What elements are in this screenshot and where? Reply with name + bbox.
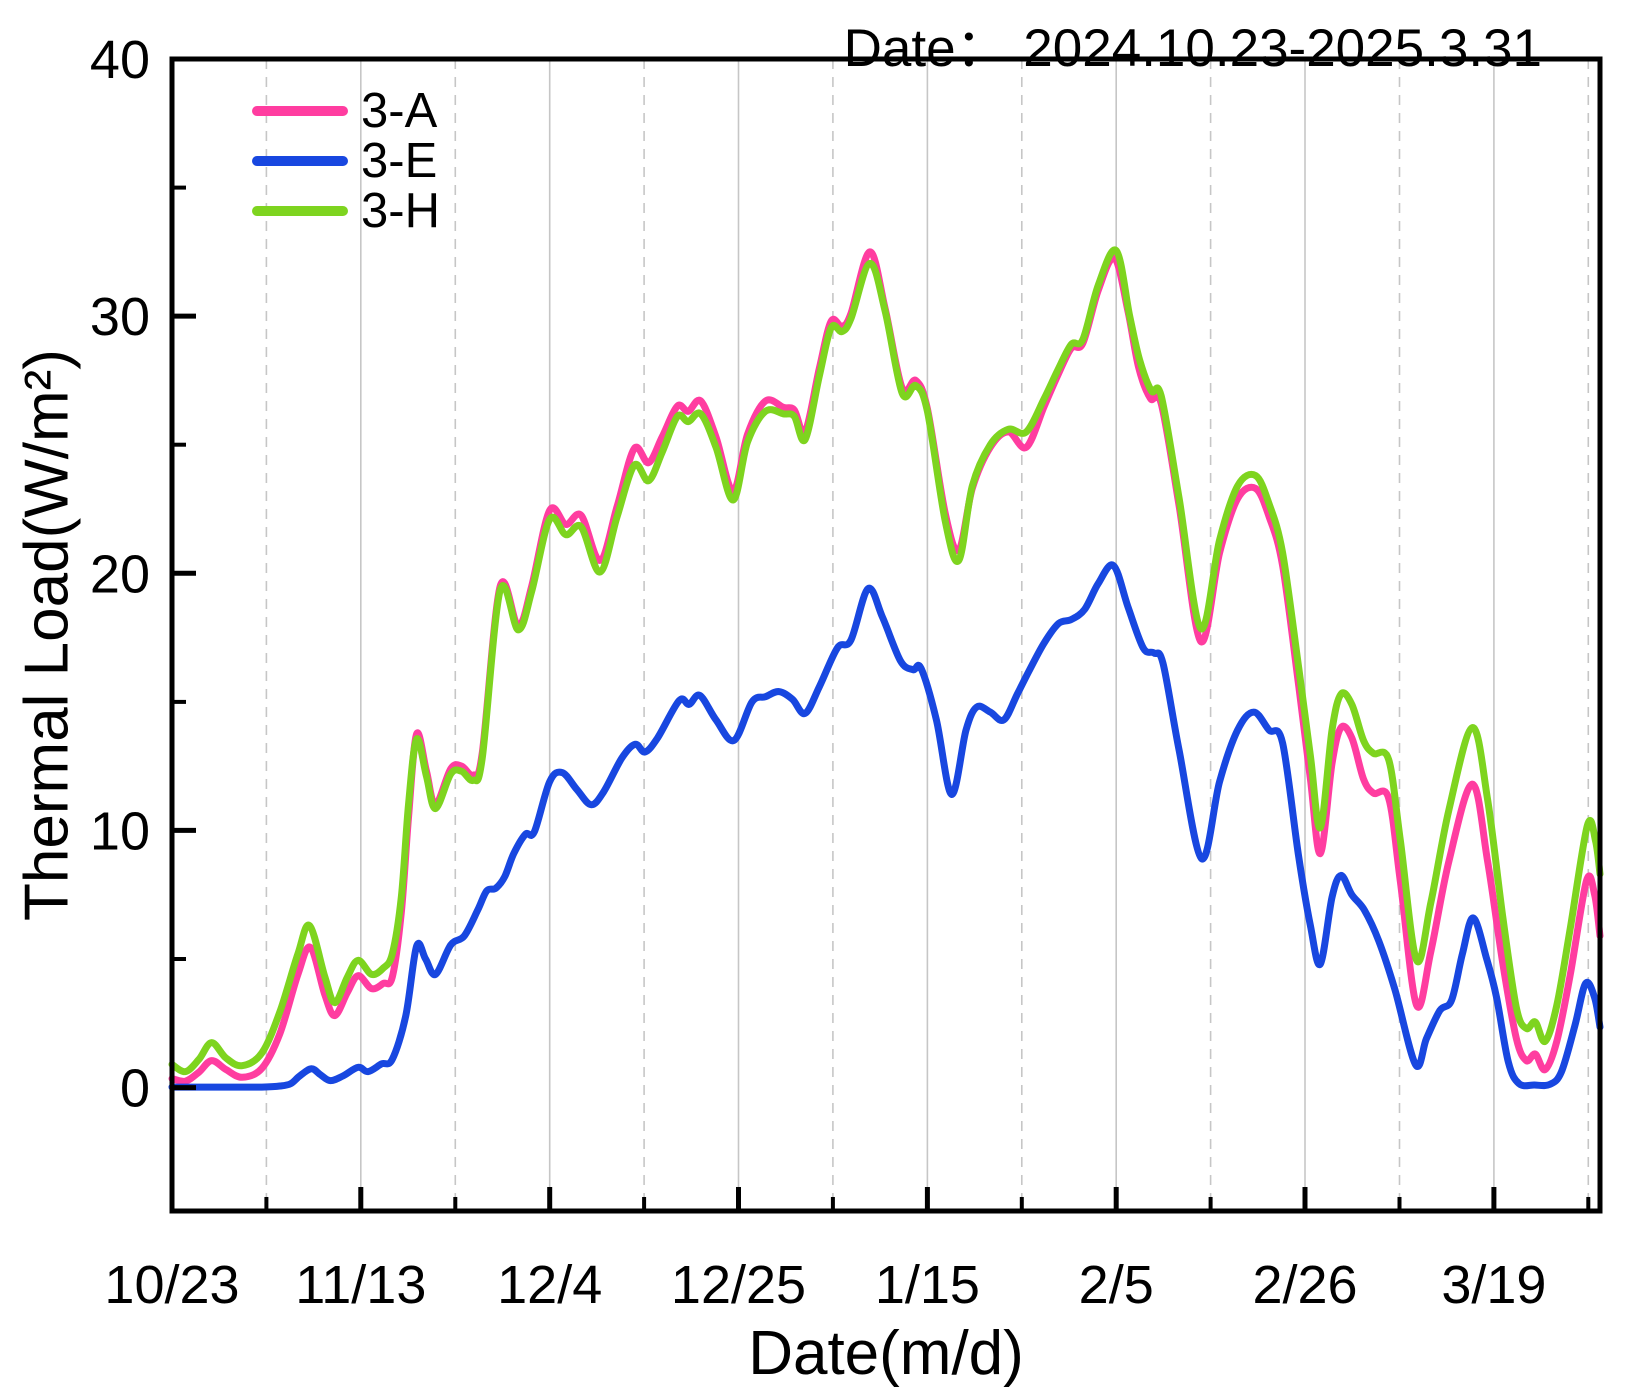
x-tick-label: 10/23: [104, 1255, 239, 1315]
legend-line-swatch-pink: [252, 106, 348, 116]
x-tick-label: 2/26: [1252, 1255, 1357, 1315]
x-tick-label: 1/15: [875, 1255, 980, 1315]
x-axis-title: Date(m/d): [748, 1319, 1024, 1388]
axes-frame: [169, 56, 1603, 1214]
legend-item-3e: 3-E: [252, 136, 440, 186]
y-axis-title: Thermal Load(W/m²): [12, 349, 82, 921]
x-tick-label: 12/4: [497, 1255, 602, 1315]
legend-label: 3-A: [361, 83, 438, 138]
x-tick-label: 3/19: [1441, 1255, 1546, 1315]
x-tick-label: 2/5: [1079, 1255, 1154, 1315]
legend-line-swatch-green: [252, 206, 348, 216]
y-tick-label: 30: [90, 287, 150, 347]
legend-line-swatch-blue: [252, 156, 348, 166]
legend-item-3h: 3-H: [252, 186, 440, 236]
y-tick-label: 20: [90, 544, 150, 604]
legend: 3-A 3-E 3-H: [252, 86, 440, 236]
series-line-3-E: [168, 561, 1604, 1091]
series-line-3-H: [168, 246, 1604, 1076]
y-tick-label: 10: [90, 801, 150, 861]
x-tick-label: 12/25: [671, 1255, 806, 1315]
legend-item-3a: 3-A: [252, 86, 440, 136]
y-tick-label: 40: [90, 30, 150, 90]
x-tick-label: 11/13: [295, 1255, 426, 1315]
y-tick-label: 0: [120, 1059, 150, 1119]
date-range-annotation: Date： 2024.10.23-2025.3.31: [843, 19, 1542, 78]
legend-label: 3-E: [361, 133, 438, 188]
legend-label: 3-H: [361, 183, 440, 238]
